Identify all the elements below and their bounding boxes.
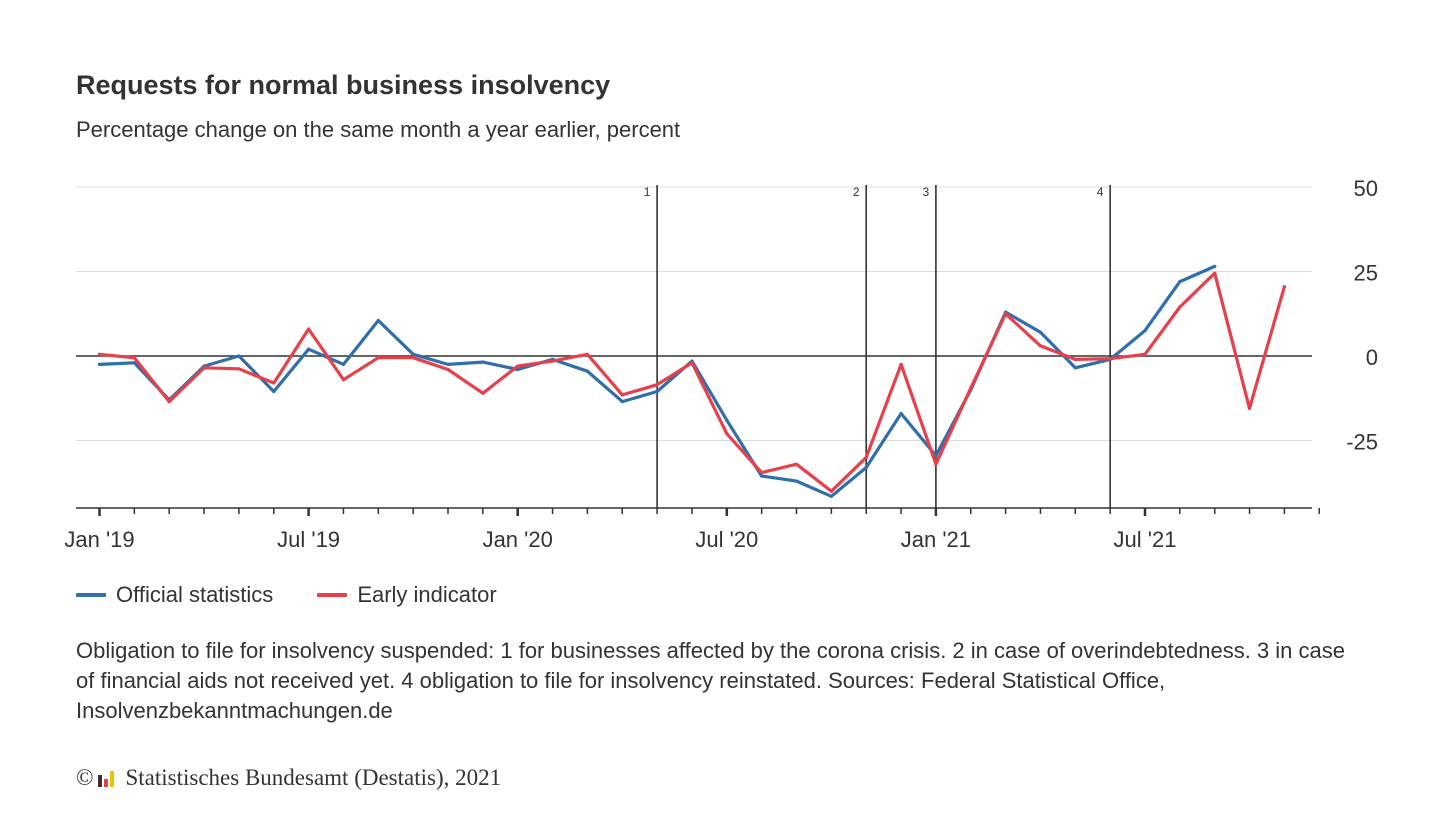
- point-early-28: [1073, 357, 1077, 361]
- legend-swatch-official: [76, 593, 106, 597]
- point-official-24: [934, 454, 938, 458]
- point-official-1: [132, 361, 136, 365]
- point-early-15: [620, 393, 624, 397]
- point-early-7: [341, 378, 346, 382]
- point-official-5: [272, 389, 276, 394]
- point-official-18: [725, 418, 729, 422]
- y-tick-label: 0: [1366, 345, 1378, 370]
- x-tick-label: Jan '20: [483, 527, 553, 552]
- annotation-label: 2: [853, 185, 860, 199]
- point-early-18: [725, 432, 729, 436]
- point-official-28: [1073, 366, 1077, 370]
- point-official-6: [307, 347, 311, 351]
- axis-layer: 50 25 0 -25 Jan '19 Jul '19 Jan '20 Jul '20 Jan …: [64, 176, 1378, 552]
- point-early-9: [411, 356, 415, 360]
- legend-swatch-early: [317, 593, 348, 597]
- point-official-16: [655, 389, 659, 394]
- x-tick-label: Jan '21: [901, 527, 971, 552]
- point-official-0: [97, 362, 102, 366]
- point-official-14: [585, 369, 590, 373]
- point-official-9: [411, 352, 415, 356]
- point-early-30: [1143, 352, 1147, 356]
- point-official-4: [237, 354, 241, 358]
- point-official-30: [1143, 329, 1147, 333]
- point-early-27: [1038, 344, 1043, 348]
- point-early-34: [1282, 285, 1286, 289]
- point-official-22: [864, 465, 868, 470]
- x-tick-label: Jul '20: [695, 527, 758, 552]
- point-official-31: [1178, 280, 1182, 284]
- legend-item-official: Official statistics: [76, 582, 273, 608]
- point-early-0: [97, 352, 102, 356]
- y-tick-label: 25: [1354, 261, 1378, 286]
- point-early-1: [132, 356, 136, 360]
- copyright: © Statistisches Bundesamt (Destatis), 20…: [76, 765, 501, 791]
- point-official-19: [760, 474, 764, 478]
- point-early-32: [1213, 271, 1217, 275]
- point-official-8: [376, 318, 380, 323]
- point-early-12: [516, 364, 520, 368]
- line-chart: 1 2 3 4 50 25 0 -25 Jan '19 Jul '19 Jan '20 Jul '2…: [64, 176, 1378, 552]
- point-early-5: [272, 381, 276, 385]
- series-line-early: [97, 271, 1286, 493]
- point-official-7: [341, 362, 346, 366]
- point-early-20: [794, 462, 799, 466]
- point-early-17: [690, 361, 694, 365]
- x-tick-label: Jul '21: [1114, 527, 1177, 552]
- legend-label-official: Official statistics: [116, 582, 274, 607]
- point-early-16: [655, 383, 659, 387]
- point-official-15: [620, 400, 624, 404]
- annotation-label: 4: [1097, 185, 1104, 199]
- point-official-27: [1038, 330, 1043, 334]
- point-official-20: [794, 479, 799, 483]
- point-early-2: [167, 400, 171, 404]
- point-early-11: [481, 391, 485, 395]
- point-early-19: [760, 471, 764, 475]
- point-early-31: [1178, 305, 1182, 309]
- copyright-text: Statistisches Bundesamt (Destatis), 2021: [125, 765, 502, 790]
- point-official-10: [446, 362, 450, 366]
- footnote: Obligation to file for insolvency suspen…: [76, 638, 1345, 723]
- point-early-8: [376, 356, 380, 360]
- destatis-bars-icon: [98, 771, 115, 787]
- point-early-13: [550, 359, 555, 363]
- point-official-32: [1213, 264, 1217, 268]
- point-early-33: [1247, 406, 1252, 410]
- grid-layer: [76, 186, 1312, 441]
- point-early-29: [1108, 357, 1112, 361]
- point-early-24: [934, 462, 938, 466]
- legend: Official statistics Early indicator: [76, 582, 541, 608]
- chart-title: Requests for normal business insolvency: [76, 70, 611, 100]
- point-early-21: [829, 489, 834, 493]
- point-early-4: [237, 367, 241, 371]
- point-official-11: [481, 360, 485, 364]
- x-tick-label: Jul '19: [277, 527, 340, 552]
- point-official-21: [829, 494, 834, 498]
- y-tick-label: -25: [1346, 430, 1378, 455]
- chart-subtitle: Percentage change on the same month a ye…: [76, 117, 681, 142]
- point-official-23: [899, 411, 903, 416]
- point-early-14: [585, 352, 590, 356]
- legend-label-early: Early indicator: [357, 582, 497, 607]
- point-early-23: [899, 362, 903, 366]
- point-early-3: [202, 366, 206, 370]
- y-tick-label: 50: [1354, 176, 1378, 201]
- legend-item-early: Early indicator: [317, 582, 497, 608]
- point-early-25: [969, 386, 973, 390]
- point-early-22: [864, 455, 868, 459]
- point-early-6: [307, 327, 311, 331]
- point-early-26: [1004, 312, 1008, 316]
- annotation-label: 1: [644, 185, 651, 199]
- x-tick-label: Jan '19: [64, 527, 134, 552]
- copyright-symbol: ©: [76, 765, 94, 790]
- point-early-10: [446, 367, 450, 372]
- annotation-label: 3: [923, 185, 930, 199]
- series-layer: [97, 264, 1286, 498]
